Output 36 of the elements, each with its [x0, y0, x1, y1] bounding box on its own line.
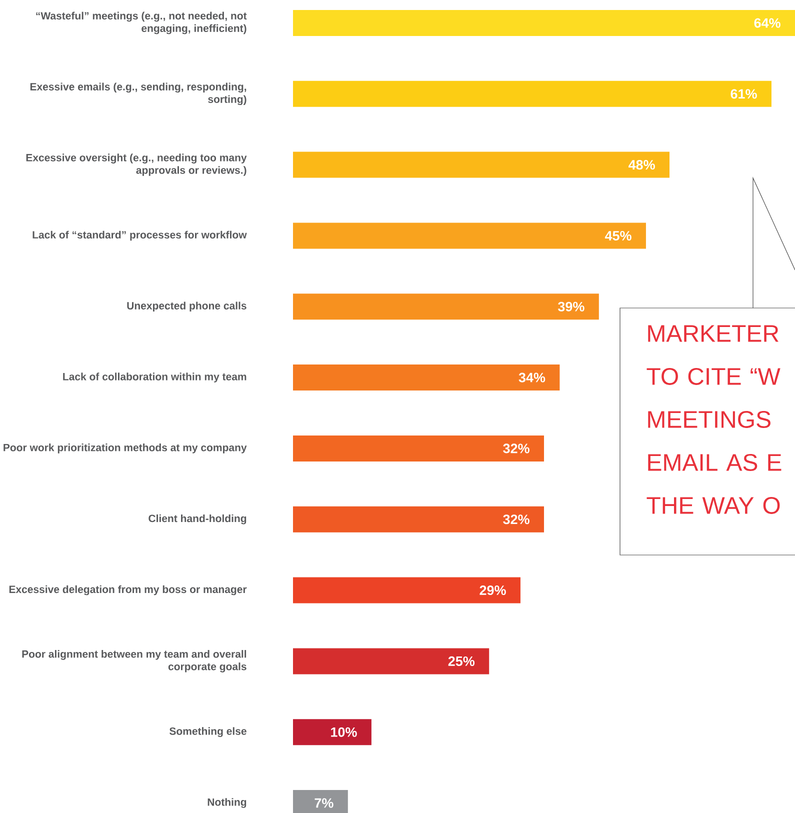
data-label: 29%: [480, 586, 506, 596]
data-label: 39%: [558, 302, 584, 312]
bar: [293, 506, 544, 532]
data-label: 25%: [448, 656, 475, 666]
bar: [293, 435, 544, 462]
annotation: MARKETER TO CITE “W MEETINGS EMAIL AS E THE WAY O: [646, 325, 782, 514]
y-tick-label: Unexpected phone calls: [127, 302, 246, 312]
y-tick-label: Lack of “standard” processes for workflow: [32, 230, 247, 241]
data-label: 61%: [730, 89, 757, 99]
data-label: 10%: [331, 727, 357, 737]
data-label: 7%: [314, 798, 334, 808]
data-label: 48%: [628, 160, 655, 170]
bar: [293, 364, 560, 391]
bar: [293, 577, 520, 604]
bar: [293, 80, 772, 107]
y-tick-label: Excessive oversight (e.g., needing too many approvals or reviews.): [26, 154, 247, 176]
data-label: 64%: [754, 18, 780, 28]
data-label: 32%: [503, 444, 530, 454]
data-label: 34%: [518, 372, 546, 382]
bar: [293, 294, 599, 320]
y-tick-label: Something else: [169, 727, 246, 738]
y-tick-label: Poor work prioritization methods at my company: [4, 444, 247, 454]
bar: [293, 648, 490, 674]
y-tick-label: Nothing: [208, 798, 246, 808]
y-tick-label: Exessive emails (e.g., sending, responding, sorting): [30, 82, 246, 106]
y-tick-label: Excessive delegation from my boss or manager: [9, 585, 247, 596]
data-label: 45%: [604, 230, 632, 240]
bar: [293, 10, 795, 36]
bar: [293, 152, 670, 178]
bar: [293, 719, 372, 746]
y-tick-label: Client hand-holding: [148, 514, 246, 524]
y-tick-label: Poor alignment between my team and overall corporate goals: [22, 650, 246, 672]
y-tick-label: Lack of collaboration within my team: [63, 372, 246, 382]
data-label: 32%: [503, 514, 530, 524]
y-tick-label: “Wasteful” meetings (e.g., not needed, not engaging, inefficient): [36, 12, 247, 34]
bar: [293, 222, 646, 249]
